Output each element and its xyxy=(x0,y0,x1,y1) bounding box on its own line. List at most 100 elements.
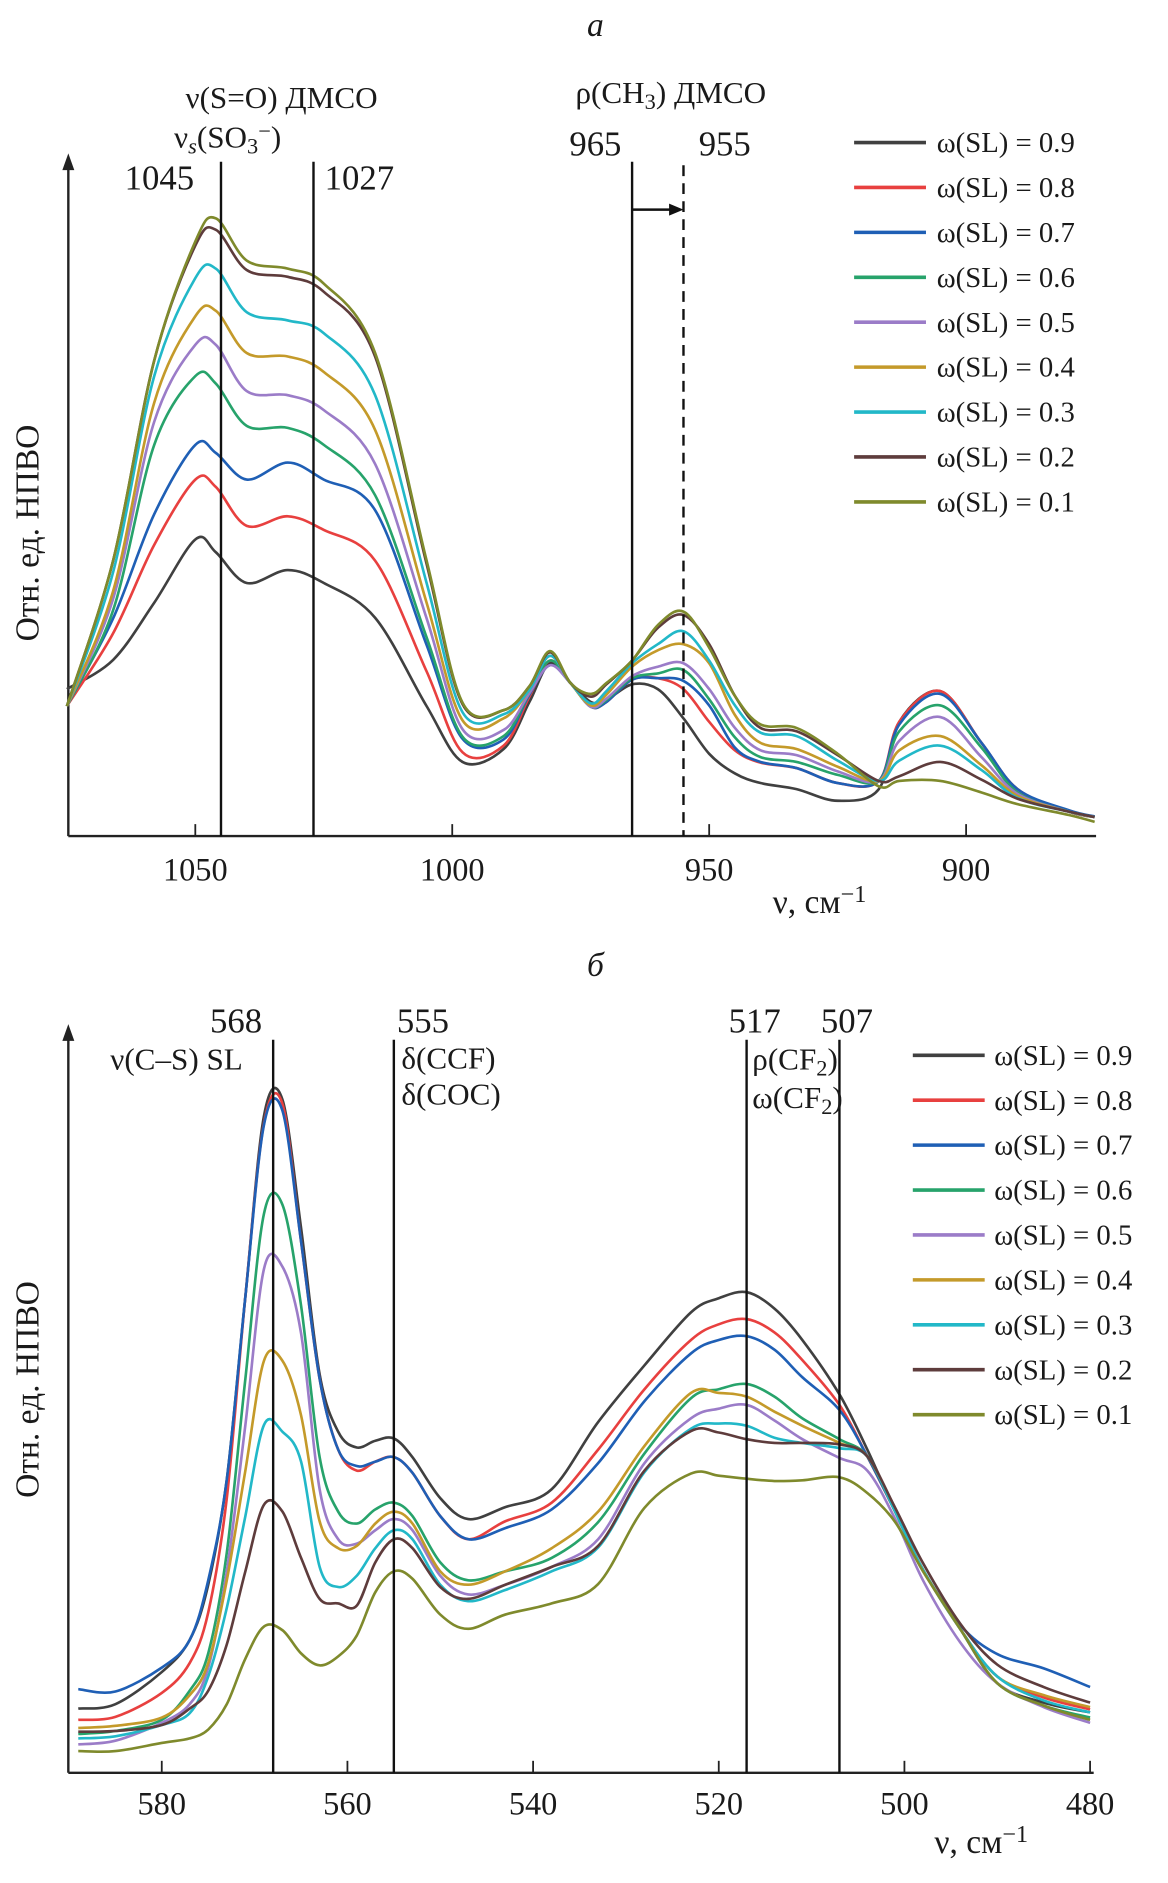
band-annotation-part: s xyxy=(188,133,197,158)
series-line-01 xyxy=(78,1470,1091,1754)
series-line-07 xyxy=(78,1097,1091,1694)
legend-item: ω(SL) = 0.3 xyxy=(912,1309,1132,1341)
arrow-right-icon xyxy=(669,203,684,216)
legend-item: ω(SL) = 0.3 xyxy=(854,397,1075,429)
y-axis-label: Отн. ед. НПВО xyxy=(9,1281,46,1498)
marker-label: 517 xyxy=(729,1002,781,1041)
panel-a: а 1050 1000 950 900 Отн. ед. НПВО ν, см−1 1045 1… xyxy=(9,7,1097,921)
x-tick-label: 900 xyxy=(942,851,991,887)
band-annotation-part: δ(COC) xyxy=(401,1076,500,1111)
band-annotation: ρ(CF2) xyxy=(752,1042,838,1081)
legend-item: ω(SL) = 0.9 xyxy=(854,127,1075,159)
legend-label: ω(SL) = 0.1 xyxy=(994,1399,1132,1431)
panel-label: б xyxy=(587,947,605,984)
legend-item: ω(SL) = 0.6 xyxy=(912,1175,1132,1207)
legend-label: ω(SL) = 0.9 xyxy=(937,127,1075,159)
band-annotation: νs(SO3−) xyxy=(174,119,281,158)
band-annotation-part: ) xyxy=(827,1042,837,1077)
band-annotation-part: − xyxy=(258,119,271,144)
band-annotation: ρ(CH3) ДМСО xyxy=(576,75,767,113)
x-axis-label-text: ν, см xyxy=(934,1824,1002,1861)
band-annotation-part: ω(CF xyxy=(752,1080,821,1115)
band-annotation-part: δ(CCF) xyxy=(401,1040,495,1075)
x-tick-label: 950 xyxy=(685,851,733,887)
legend-item: ω(SL) = 0.9 xyxy=(912,1040,1132,1072)
legend-item: ω(SL) = 0.4 xyxy=(912,1264,1132,1296)
legend-label: ω(SL) = 0.6 xyxy=(994,1175,1132,1207)
legend-label: ω(SL) = 0.6 xyxy=(937,262,1075,294)
x-tick-label: 480 xyxy=(1066,1786,1114,1822)
band-annotation: ν(C–S) SL xyxy=(110,1042,243,1077)
x-axis-label-text: ν, см xyxy=(773,884,841,921)
legend-label: ω(SL) = 0.5 xyxy=(994,1220,1132,1252)
legend-item: ω(SL) = 0.1 xyxy=(854,486,1075,518)
series-line-05 xyxy=(78,1252,1091,1746)
x-tick-label: 580 xyxy=(138,1786,186,1822)
marker-label: 568 xyxy=(210,1002,262,1041)
legend-item: ω(SL) = 0.2 xyxy=(912,1354,1132,1386)
series-line-09 xyxy=(78,1086,1091,1714)
band-annotation-part: ) xyxy=(832,1080,842,1115)
legend-item: ω(SL) = 0.7 xyxy=(912,1130,1132,1162)
legend-label: ω(SL) = 0.1 xyxy=(937,486,1075,518)
legend-item: ω(SL) = 0.8 xyxy=(912,1085,1132,1117)
x-axis-label-sup: −1 xyxy=(841,881,867,908)
y-axis-arrow-icon xyxy=(62,153,75,171)
panel-label: а xyxy=(587,7,604,44)
marker-label: 1045 xyxy=(125,158,194,197)
x-tick-label: 560 xyxy=(323,1786,372,1822)
panel-b: б 580 560 540 520 500 480 Отн. ед. НПВО ν, см−1 5… xyxy=(9,947,1132,1861)
band-annotation: δ(CCF) xyxy=(401,1040,495,1075)
y-axis-arrow-icon xyxy=(62,1024,75,1041)
x-tick-label: 1000 xyxy=(420,851,485,887)
band-annotation: δ(COC) xyxy=(401,1076,500,1111)
legend-label: ω(SL) = 0.3 xyxy=(937,397,1075,429)
legend-item: ω(SL) = 0.6 xyxy=(854,262,1075,294)
band-annotation-part: ν xyxy=(174,119,188,154)
legend-item: ω(SL) = 0.2 xyxy=(854,442,1075,474)
legend-label: ω(SL) = 0.5 xyxy=(937,307,1075,339)
series-line-08 xyxy=(78,1091,1091,1722)
marker-label: 1027 xyxy=(325,158,394,197)
legend-label: ω(SL) = 0.3 xyxy=(994,1309,1132,1341)
series-line-01 xyxy=(65,215,1095,824)
x-tick-label: 540 xyxy=(509,1786,558,1822)
legend-item: ω(SL) = 0.7 xyxy=(854,217,1075,249)
band-annotation-part: 2 xyxy=(816,1055,827,1080)
series-line-02 xyxy=(78,1427,1091,1734)
band-annotation: ω(CF2) xyxy=(752,1080,842,1119)
legend-label: ω(SL) = 0.8 xyxy=(994,1085,1132,1117)
band-annotation-part: ν(C–S) SL xyxy=(110,1042,243,1077)
legend-label: ω(SL) = 0.7 xyxy=(994,1130,1132,1162)
legend-label: ω(SL) = 0.7 xyxy=(937,217,1075,249)
legend-item: ω(SL) = 0.4 xyxy=(854,352,1075,384)
marker-label: 965 xyxy=(569,125,621,164)
band-annotation-part: ) ДМСО xyxy=(656,75,766,110)
legend-item: ω(SL) = 0.5 xyxy=(854,307,1075,339)
band-annotation-part: 2 xyxy=(821,1093,832,1118)
band-annotation-part: ) xyxy=(271,119,281,154)
marker-label: 955 xyxy=(699,125,751,164)
marker-label: 555 xyxy=(397,1002,449,1041)
x-tick-label: 500 xyxy=(880,1786,928,1822)
legend-label: ω(SL) = 0.9 xyxy=(994,1040,1132,1072)
band-annotation-part: 3 xyxy=(247,133,258,158)
legend-label: ω(SL) = 0.2 xyxy=(994,1354,1132,1386)
legend-label: ω(SL) = 0.8 xyxy=(937,172,1075,204)
band-annotation: ν(S=O) ДМСО xyxy=(186,80,378,115)
legend-label: ω(SL) = 0.4 xyxy=(937,352,1075,384)
legend-label: ω(SL) = 0.2 xyxy=(937,442,1075,474)
x-axis-label: ν, см−1 xyxy=(773,881,867,921)
band-annotation-part: ρ(CH xyxy=(576,75,645,110)
band-annotation-part: ν(S=O) ДМСО xyxy=(186,80,378,115)
x-tick-label: 1050 xyxy=(163,851,228,887)
band-annotation-part: (SO xyxy=(197,119,247,154)
legend-item: ω(SL) = 0.8 xyxy=(854,172,1075,204)
marker-label: 507 xyxy=(821,1002,873,1041)
legend-label: ω(SL) = 0.4 xyxy=(994,1264,1132,1296)
legend-item: ω(SL) = 0.1 xyxy=(912,1399,1132,1431)
x-axis-label-sup: −1 xyxy=(1002,1821,1028,1848)
y-axis-label: Отн. ед. НПВО xyxy=(9,425,46,642)
band-annotation-part: ρ(CF xyxy=(752,1042,816,1077)
